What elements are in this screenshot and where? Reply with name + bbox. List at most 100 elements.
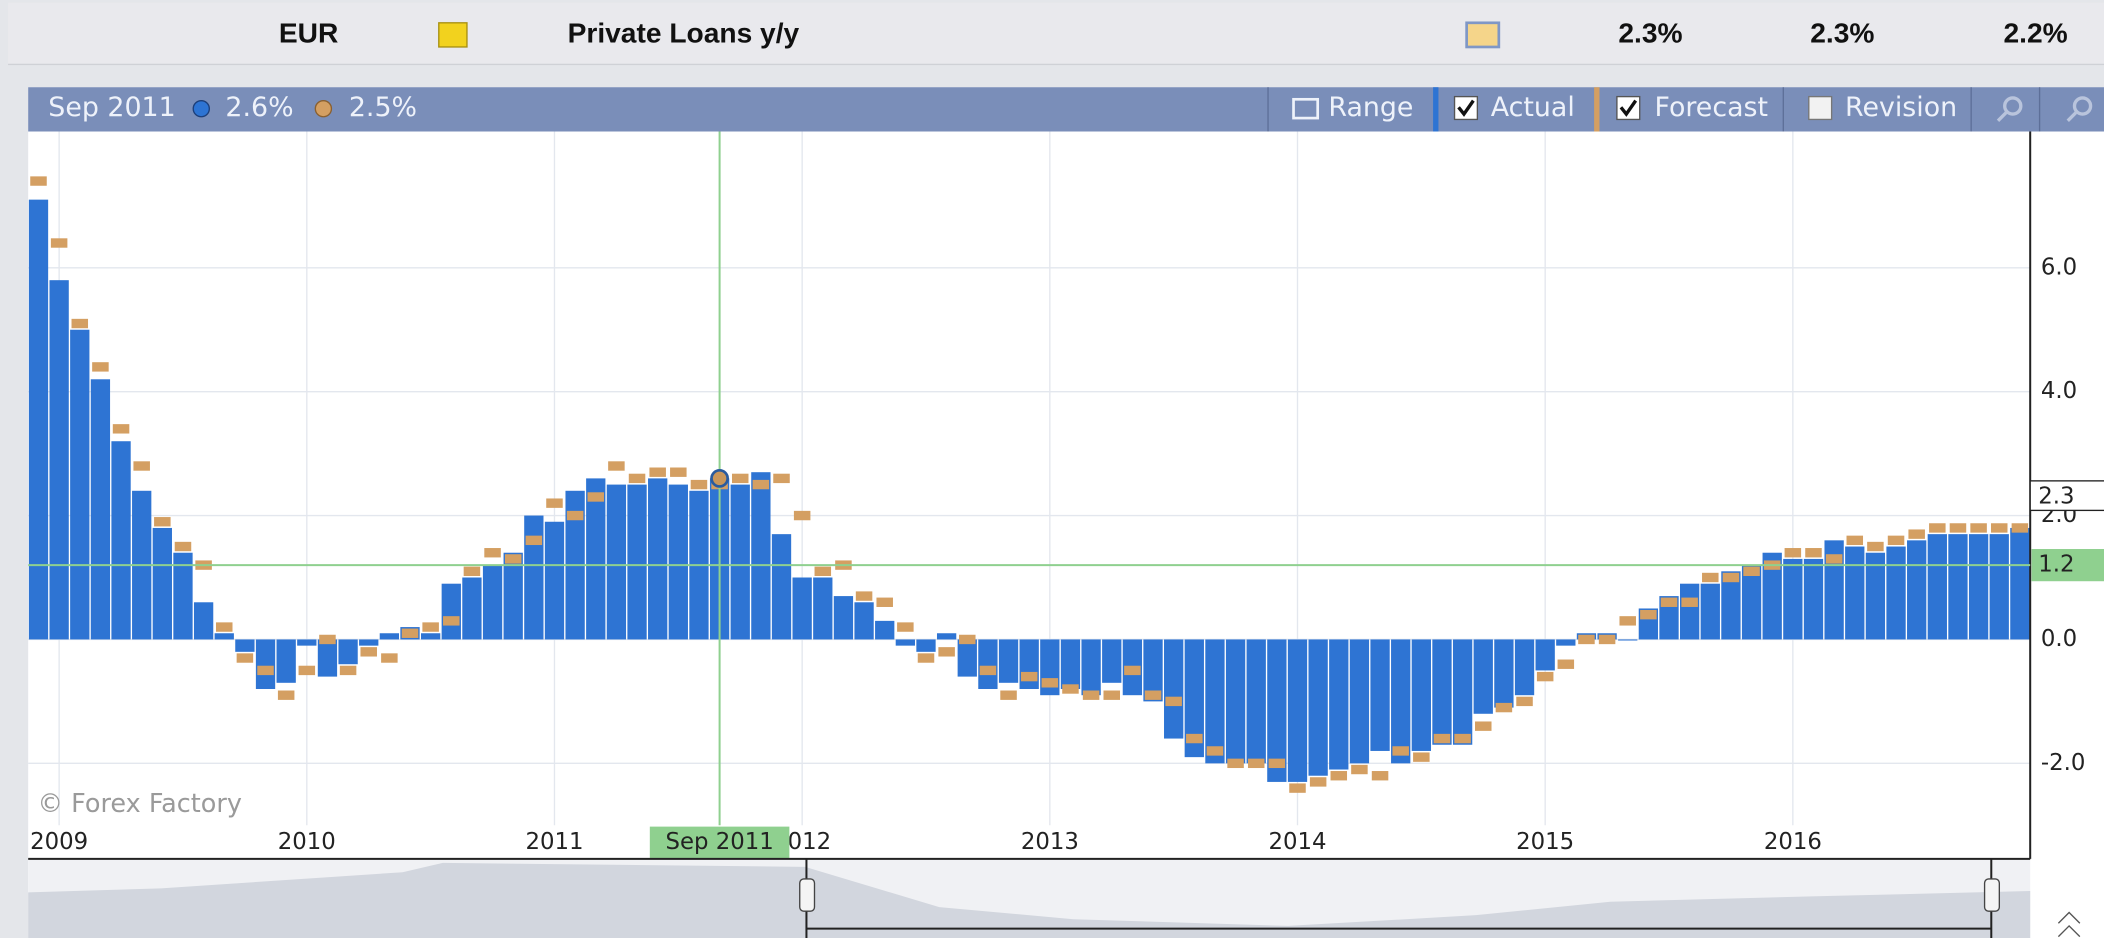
forecast-mark (401, 628, 419, 638)
forecast-mark (546, 498, 563, 508)
actual-bar (193, 602, 214, 640)
actual-bar (173, 552, 193, 640)
forecast-mark (587, 492, 605, 502)
forecast-mark (463, 566, 481, 577)
actual-bar (420, 633, 441, 640)
forecast-mark (1619, 616, 1636, 626)
forecast-mark (1351, 764, 1368, 775)
forecast-mark (422, 622, 439, 632)
hover-point (710, 469, 729, 488)
forecast-mark (1887, 535, 1905, 546)
actual-bar (1411, 639, 1431, 751)
actual-bar (544, 521, 565, 640)
forecast-mark (1413, 752, 1430, 762)
forecast-mark (1557, 659, 1575, 669)
actual-bar (833, 596, 854, 640)
forecast-mark (1041, 678, 1059, 688)
actual-label[interactable]: Actual (1491, 92, 1575, 123)
forecast-accent (1594, 87, 1600, 132)
actual-value: 2.3% (1618, 16, 1682, 48)
actual-bar (2010, 527, 2030, 640)
forecast-mark (1784, 548, 1802, 558)
navigator-area (28, 862, 2031, 938)
forecast-mark (959, 634, 976, 645)
forecast-mark (1165, 696, 1182, 707)
actual-bar (1494, 639, 1514, 708)
last-marker-label: 2.3 (2038, 483, 2074, 509)
forecast-mark (339, 665, 357, 676)
actual-bar (441, 583, 461, 640)
actual-bar (1927, 534, 1947, 640)
scroll-arrows[interactable] (2057, 911, 2081, 938)
actual-bar (1535, 639, 1555, 671)
forecast-mark (1702, 572, 1719, 583)
revision-toggle[interactable]: Revision (1808, 92, 1957, 123)
detail-icon[interactable] (1465, 21, 1501, 49)
forecast-mark (174, 541, 192, 552)
actual-bar (152, 527, 172, 640)
x-tick-label: 2010 (278, 829, 336, 855)
zoom-out[interactable] (2066, 96, 2093, 122)
x-tick-label: 2011 (525, 829, 583, 855)
actual-bar (1721, 571, 1741, 640)
actual-dot (192, 99, 210, 118)
forecast-mark (1970, 523, 1987, 533)
actual-bar (379, 633, 400, 640)
actual-bar (1865, 552, 1886, 640)
forecast-mark (628, 473, 646, 484)
actual-bar (359, 639, 379, 646)
forecast-mark (484, 548, 501, 558)
range-label[interactable]: Range (1328, 92, 1413, 123)
actual-bar (1680, 583, 1700, 640)
actual-bar (90, 379, 111, 640)
forecast-mark (731, 473, 749, 484)
actual-toggle[interactable]: Actual (1453, 92, 1575, 123)
forecast-mark (298, 665, 316, 676)
forecast-mark (1578, 634, 1595, 645)
toolbar (28, 87, 2104, 132)
navigator-handle-right[interactable] (1983, 878, 2001, 912)
header-row[interactable] (8, 2, 2104, 65)
zoom-in[interactable] (1996, 96, 2023, 122)
actual-bar (1845, 546, 1865, 640)
forecast-mark (1660, 597, 1678, 607)
forecast-mark (1433, 733, 1451, 744)
forecast-mark (50, 238, 68, 248)
y-tick-label: -2.0 (2041, 750, 2085, 776)
forecast-mark (979, 665, 997, 676)
revision-label[interactable]: Revision (1845, 92, 1957, 123)
forecast-mark (608, 461, 625, 471)
y-tick-label: 6.0 (2041, 254, 2077, 280)
forecast-mark (814, 566, 832, 577)
actual-bar (1968, 534, 1989, 640)
x-tick-label: 2015 (1516, 829, 1574, 855)
actual-bar (648, 478, 668, 640)
impact-icon (438, 22, 468, 48)
forecast-dot (314, 99, 333, 118)
actual-bar (524, 515, 544, 640)
forecast-mark (443, 616, 460, 626)
actual-bar (255, 639, 276, 690)
actual-bar (1948, 534, 1968, 640)
forecast-mark (30, 176, 47, 186)
forecast-mark (1990, 523, 2008, 533)
forecast-mark (793, 510, 811, 521)
forecast-mark (215, 622, 233, 632)
navigator-handle-left[interactable] (799, 878, 816, 912)
actual-bar (606, 484, 627, 640)
y-tick-label: 4.0 (2041, 378, 2077, 404)
forecast-mark (1206, 746, 1224, 756)
forecast-mark (1309, 777, 1327, 787)
actual-bar (1267, 639, 1287, 782)
range-button[interactable]: Range (1292, 92, 1414, 123)
actual-bar (214, 633, 234, 640)
actual-bar (1618, 639, 1638, 641)
forecast-toggle[interactable]: Forecast (1616, 92, 1768, 123)
actual-bar (1803, 558, 1824, 640)
actual-bar (1164, 639, 1184, 739)
forecast-mark (1681, 597, 1698, 607)
forecast-mark (1825, 554, 1843, 564)
crosshair-x-label: Sep 2011 (665, 829, 773, 855)
forecast-label[interactable]: Forecast (1654, 92, 1768, 123)
